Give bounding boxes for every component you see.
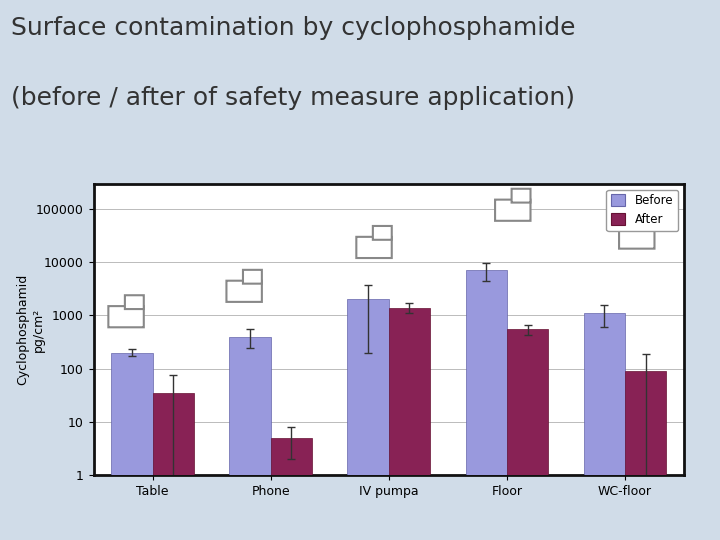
FancyBboxPatch shape [356,237,392,258]
Bar [230,336,271,540]
Bar [625,371,666,540]
Bar [507,329,548,540]
Bar [466,271,507,540]
FancyBboxPatch shape [125,295,144,309]
Text: (before / after of safety measure application): (before / after of safety measure applic… [11,86,575,110]
Bar [389,308,430,540]
FancyBboxPatch shape [373,226,392,240]
FancyBboxPatch shape [512,189,531,202]
FancyBboxPatch shape [619,227,654,248]
Text: Surface contamination by cyclophosphamide: Surface contamination by cyclophosphamid… [11,16,575,40]
FancyBboxPatch shape [495,200,531,221]
FancyBboxPatch shape [109,306,144,327]
Bar [153,393,194,540]
Bar [112,353,153,540]
Bar [348,300,389,540]
FancyBboxPatch shape [636,217,654,231]
FancyBboxPatch shape [226,281,262,302]
Bar [271,438,312,540]
Legend: Before, After: Before, After [606,190,678,231]
Y-axis label: Cyclophosphamid
pg/cm²: Cyclophosphamid pg/cm² [17,274,45,385]
FancyBboxPatch shape [243,270,262,284]
Bar [584,313,625,540]
